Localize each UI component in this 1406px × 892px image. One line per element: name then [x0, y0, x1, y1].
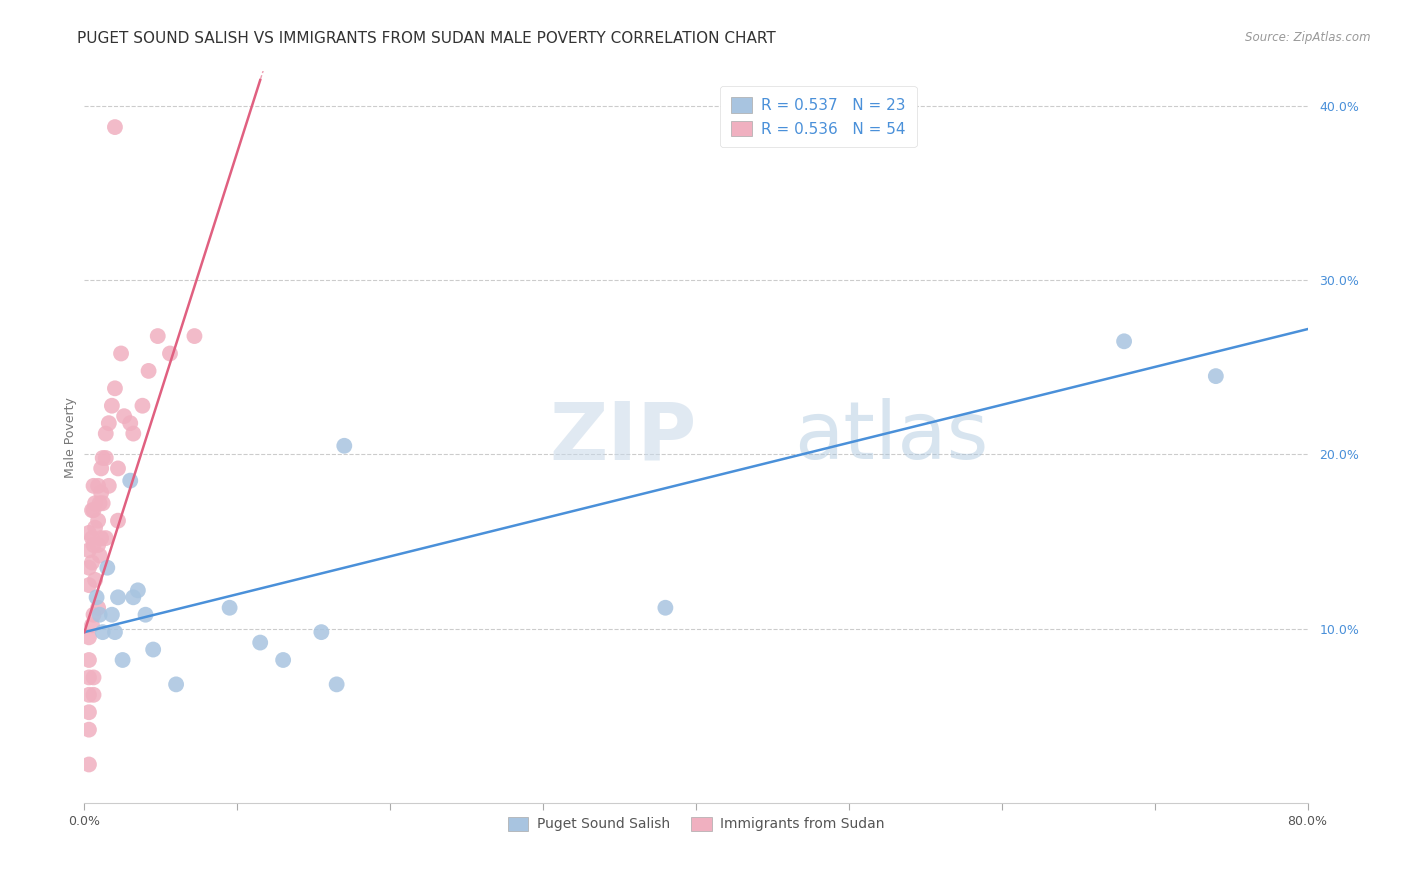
Point: [146, 329, 169, 343]
Point: [218, 600, 240, 615]
Point: [131, 399, 153, 413]
Point: [120, 416, 142, 430]
Point: [80, 556, 103, 570]
Point: [333, 439, 356, 453]
Point: [89, 549, 111, 563]
Point: [86, 591, 108, 605]
Point: [111, 653, 134, 667]
Point: [89, 496, 111, 510]
Point: [83, 670, 105, 684]
Point: [135, 607, 157, 622]
Point: [1114, 334, 1136, 349]
Point: [91, 450, 114, 465]
Point: [83, 607, 105, 622]
Point: [90, 485, 112, 500]
Point: [138, 364, 160, 378]
Point: [1205, 369, 1227, 384]
Point: [77, 560, 100, 574]
Point: [122, 591, 145, 605]
Point: [77, 578, 100, 592]
Point: [104, 625, 127, 640]
Point: [77, 688, 100, 702]
Text: PUGET SOUND SALISH VS IMMIGRANTS FROM SUDAN MALE POVERTY CORRELATION CHART: PUGET SOUND SALISH VS IMMIGRANTS FROM SU…: [77, 31, 776, 46]
Text: atlas: atlas: [794, 398, 988, 476]
Point: [107, 461, 129, 475]
Point: [165, 677, 187, 691]
Point: [142, 642, 165, 657]
Point: [80, 531, 103, 545]
Point: [77, 631, 100, 645]
Point: [325, 677, 347, 691]
Point: [311, 625, 333, 640]
Point: [87, 479, 110, 493]
Point: [97, 479, 120, 493]
Point: [90, 461, 112, 475]
Point: [89, 607, 111, 622]
Text: Source: ZipAtlas.com: Source: ZipAtlas.com: [1246, 31, 1371, 45]
Text: ZIP: ZIP: [550, 398, 696, 476]
Point: [83, 538, 105, 552]
Point: [84, 496, 107, 510]
Point: [94, 531, 117, 545]
Point: [654, 600, 676, 615]
Point: [159, 346, 181, 360]
Point: [101, 399, 124, 413]
Point: [90, 531, 112, 545]
Point: [80, 618, 103, 632]
Point: [77, 723, 100, 737]
Point: [101, 607, 124, 622]
Point: [87, 538, 110, 552]
Point: [107, 514, 129, 528]
Point: [122, 426, 145, 441]
Point: [77, 543, 100, 558]
Point: [112, 409, 135, 424]
Point: [96, 560, 118, 574]
Point: [104, 120, 127, 134]
Point: [107, 591, 129, 605]
Point: [91, 496, 114, 510]
Point: [83, 479, 105, 493]
Point: [77, 705, 100, 719]
Point: [83, 688, 105, 702]
Point: [110, 346, 132, 360]
Point: [94, 426, 117, 441]
Y-axis label: Male Poverty: Male Poverty: [65, 397, 77, 477]
Point: [91, 625, 114, 640]
Point: [80, 503, 103, 517]
Point: [120, 474, 142, 488]
Point: [97, 416, 120, 430]
Point: [87, 600, 110, 615]
Point: [87, 514, 110, 528]
Point: [83, 503, 105, 517]
Point: [249, 635, 271, 649]
Legend: Puget Sound Salish, Immigrants from Sudan: Puget Sound Salish, Immigrants from Suda…: [499, 808, 893, 839]
Point: [77, 525, 100, 540]
Point: [84, 521, 107, 535]
Point: [127, 583, 149, 598]
Point: [104, 381, 127, 395]
Point: [271, 653, 294, 667]
Point: [94, 450, 117, 465]
Point: [183, 329, 205, 343]
Point: [84, 573, 107, 587]
Point: [77, 670, 100, 684]
Point: [77, 653, 100, 667]
Point: [77, 757, 100, 772]
